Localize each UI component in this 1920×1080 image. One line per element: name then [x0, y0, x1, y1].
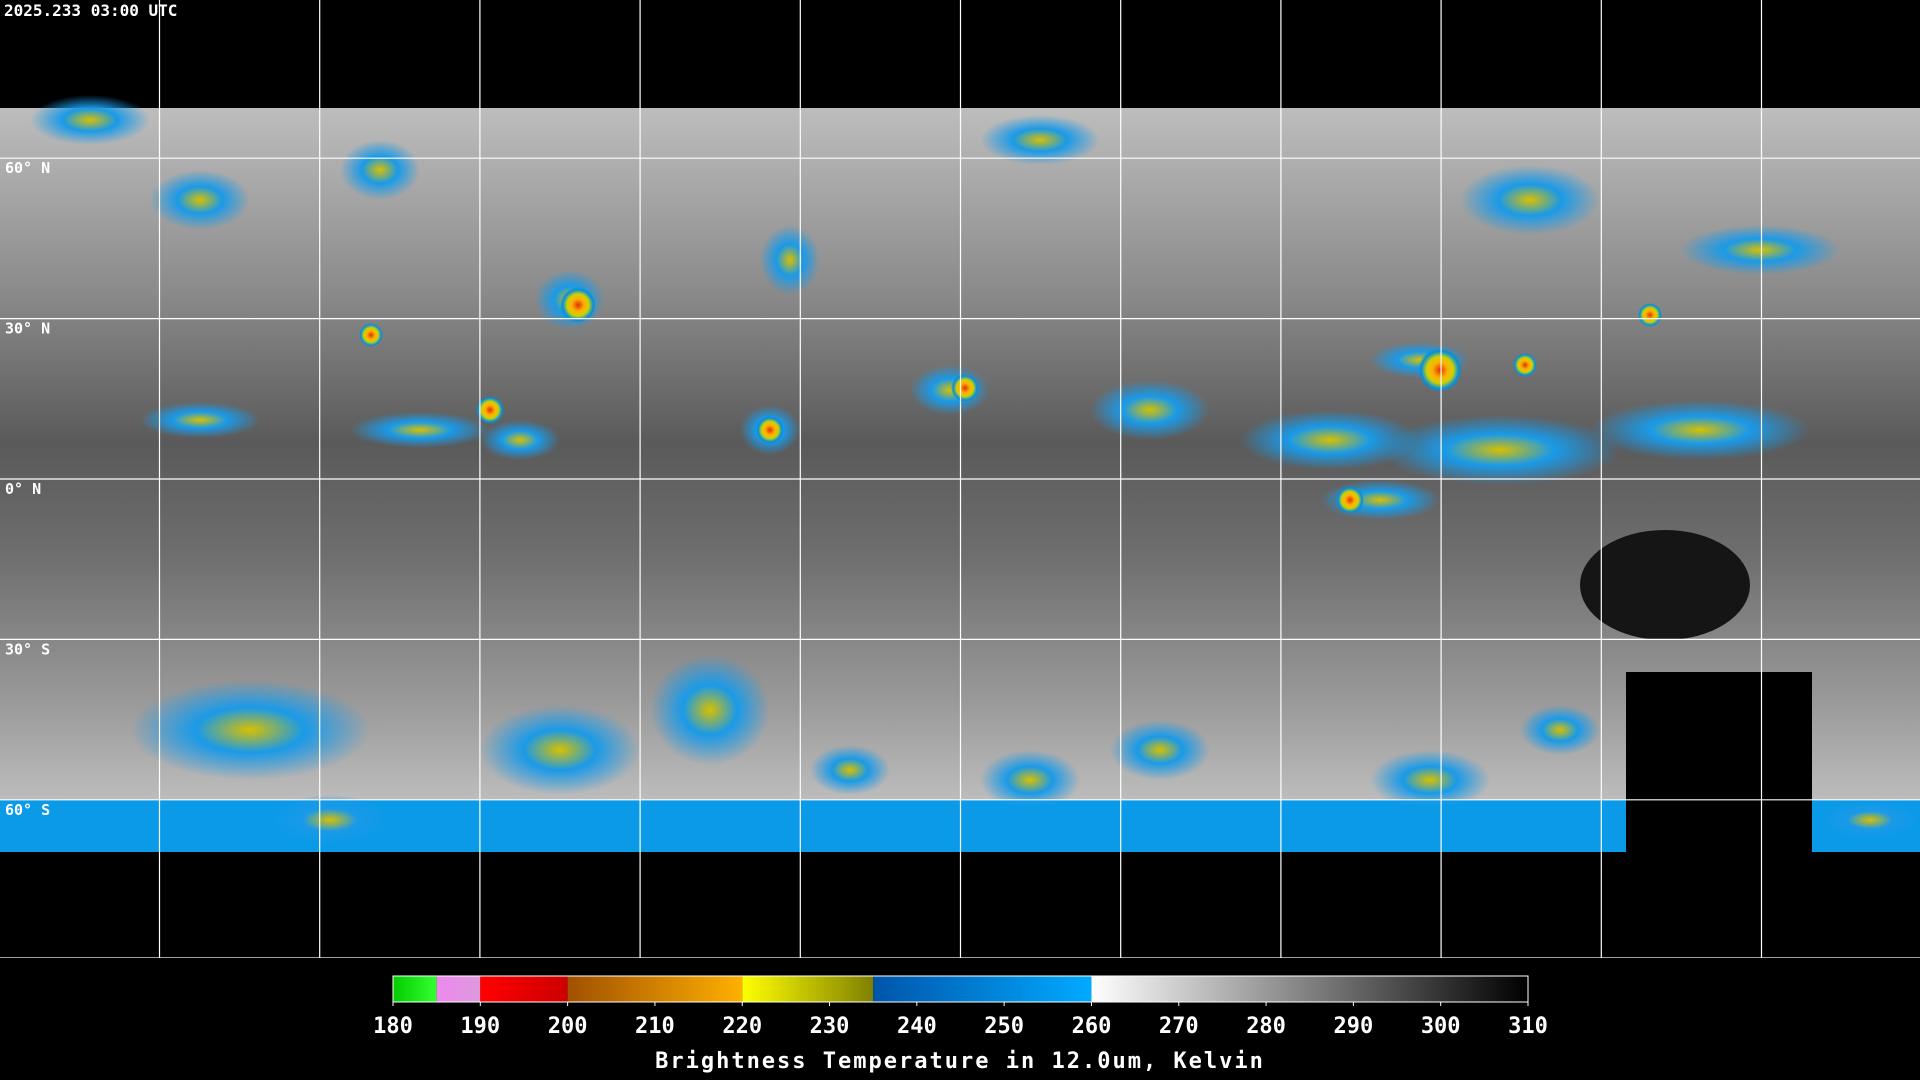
- missing-data: [1626, 672, 1812, 852]
- timestamp: 2025.233 03:00 UTC: [4, 1, 177, 20]
- cloud-area: [150, 170, 250, 230]
- lat-label: 30° S: [5, 640, 50, 658]
- colorbar-tick-label: 200: [548, 1014, 588, 1039]
- colorbar-tick-label: 290: [1334, 1014, 1374, 1039]
- colorbar-tick-label: 220: [722, 1014, 762, 1039]
- colorbar-tick-label: 240: [897, 1014, 937, 1039]
- cloud-area: [340, 140, 420, 200]
- cloud-area: [270, 795, 390, 845]
- colorbar-segment: [567, 976, 743, 1002]
- colorbar-segment: [480, 976, 568, 1002]
- graticule: 60° N 30° N 0° N 30° S 60° S: [0, 0, 1920, 959]
- colorbar-tick-label: 190: [460, 1014, 500, 1039]
- lat-label: 60° N: [5, 159, 50, 177]
- colorbar-tick-label: 260: [1072, 1014, 1112, 1039]
- cloud-area: [980, 115, 1100, 165]
- cloud-area: [480, 705, 640, 795]
- colorbar-segment: [393, 976, 437, 1002]
- lat-label: 30° N: [5, 320, 50, 338]
- colorbar-segment: [436, 976, 481, 1002]
- colorbar-label: Brightness Temperature in 12.0um, Kelvin: [655, 1049, 1265, 1074]
- australia-clear: [1580, 530, 1750, 640]
- cloud-area: [1820, 800, 1920, 840]
- colorbar-tick-label: 300: [1421, 1014, 1461, 1039]
- lat-label: 0° N: [5, 480, 41, 498]
- cloud-area: [480, 420, 560, 460]
- cloud-area: [130, 680, 370, 780]
- cloud-area: [350, 412, 490, 448]
- colorbar-frame: [392, 975, 1529, 1003]
- convective-cell: [359, 323, 383, 347]
- convective-cell: [560, 287, 596, 323]
- cloud-area: [1090, 380, 1210, 440]
- cloud-area: [1370, 750, 1490, 810]
- convective-cell: [1418, 348, 1462, 392]
- cloud-area: [140, 402, 260, 438]
- cloud-area: [1460, 165, 1600, 235]
- convective-cell: [1513, 353, 1537, 377]
- lat-label: 60° S: [5, 801, 50, 819]
- colorbar-tick-label: 310: [1508, 1014, 1548, 1039]
- convective-cell: [951, 374, 979, 402]
- colorbar: 180 190 200 210 220 230 240 250 260 270 280 290 300 3…: [373, 975, 1548, 1039]
- cloud-area: [810, 745, 890, 795]
- colorbar-segment: [742, 976, 874, 1002]
- cloud-area: [1680, 225, 1840, 275]
- convective-cell: [756, 416, 784, 444]
- colorbar-tick-label: 210: [635, 1014, 675, 1039]
- cloud-area: [1240, 410, 1420, 470]
- colorbar-tick-label: 270: [1159, 1014, 1199, 1039]
- colorbar-tick-label: 230: [810, 1014, 850, 1039]
- convective-cell: [476, 396, 504, 424]
- cloud-area: [1110, 720, 1210, 780]
- colorbar-tick-label: 280: [1246, 1014, 1286, 1039]
- cloud-area: [30, 95, 150, 145]
- cloud-area: [650, 655, 770, 765]
- cloud-area: [1590, 400, 1810, 460]
- colorbar-segment: [1091, 976, 1528, 1002]
- cloud-area: [760, 225, 820, 295]
- colorbar-tick-label: 250: [984, 1014, 1024, 1039]
- convective-cell: [1336, 486, 1364, 514]
- convective-cell: [1638, 303, 1662, 327]
- cloud-area: [980, 750, 1080, 810]
- cloud-area: [1380, 415, 1620, 485]
- colorbar-tick-label: 180: [373, 1014, 413, 1039]
- cloud-area: [1520, 705, 1600, 755]
- colorbar-segment: [873, 976, 1092, 1002]
